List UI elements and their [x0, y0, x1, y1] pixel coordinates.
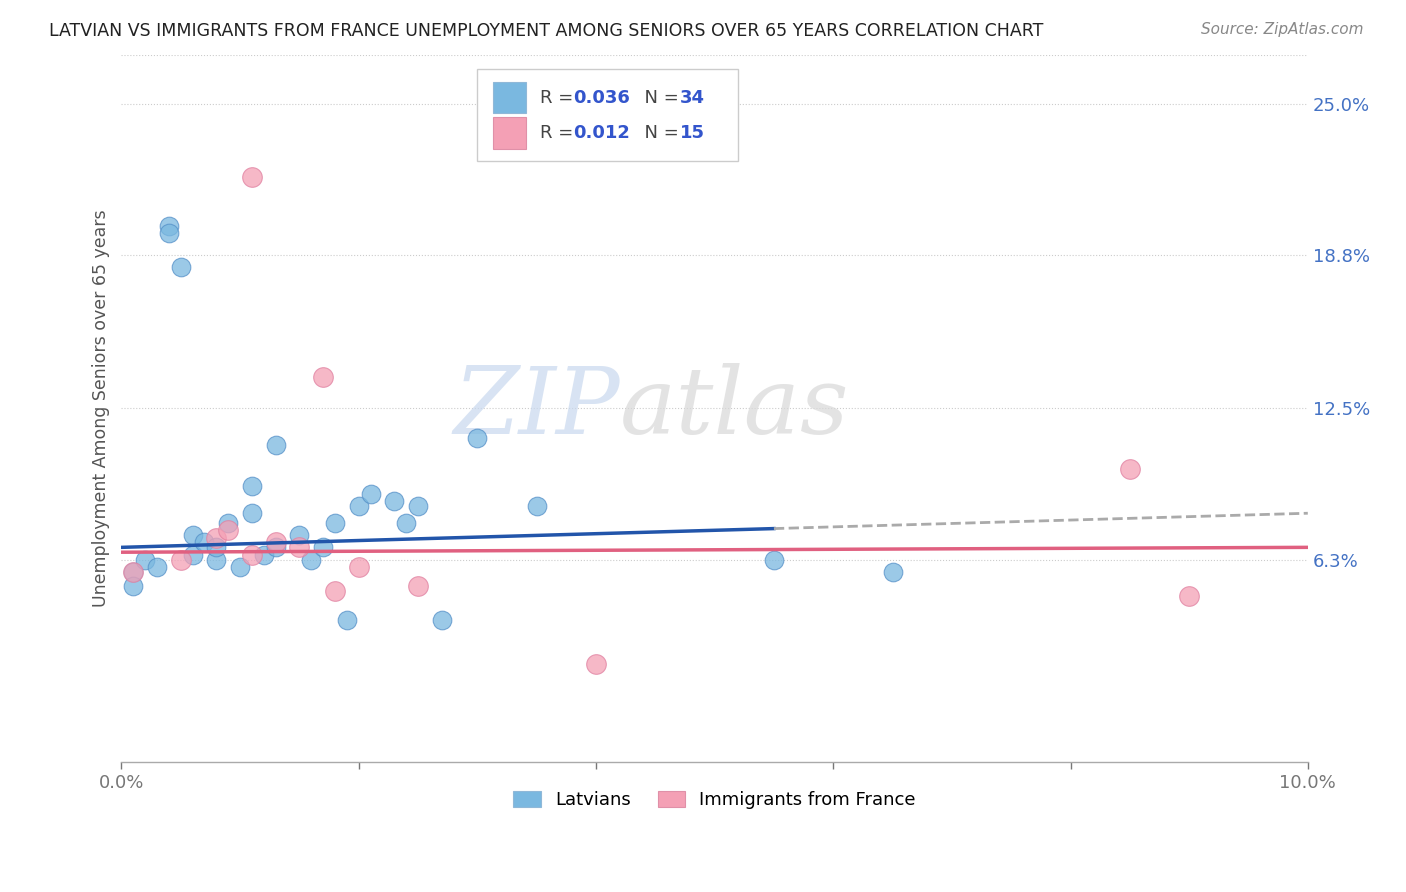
Point	[193, 535, 215, 549]
Point	[360, 487, 382, 501]
FancyBboxPatch shape	[492, 117, 526, 149]
FancyBboxPatch shape	[478, 70, 738, 161]
Point	[323, 516, 346, 530]
Point	[217, 516, 239, 530]
Point	[882, 565, 904, 579]
Point	[406, 499, 429, 513]
Point	[170, 552, 193, 566]
Point	[323, 584, 346, 599]
Point	[157, 226, 180, 240]
Point	[430, 614, 453, 628]
Point	[312, 541, 335, 555]
Point	[122, 565, 145, 579]
Point	[253, 548, 276, 562]
Point	[205, 541, 228, 555]
Point	[347, 559, 370, 574]
Point	[1178, 589, 1201, 603]
Point	[264, 535, 287, 549]
Text: N =: N =	[633, 88, 685, 106]
Text: 0.012: 0.012	[574, 124, 630, 142]
Point	[240, 169, 263, 184]
Y-axis label: Unemployment Among Seniors over 65 years: Unemployment Among Seniors over 65 years	[93, 210, 110, 607]
Point	[762, 552, 785, 566]
Point	[205, 531, 228, 545]
Point	[217, 523, 239, 537]
Point	[312, 369, 335, 384]
Point	[336, 614, 359, 628]
Text: N =: N =	[633, 124, 685, 142]
Point	[395, 516, 418, 530]
Point	[146, 559, 169, 574]
Point	[1119, 462, 1142, 476]
Text: LATVIAN VS IMMIGRANTS FROM FRANCE UNEMPLOYMENT AMONG SENIORS OVER 65 YEARS CORRE: LATVIAN VS IMMIGRANTS FROM FRANCE UNEMPL…	[49, 22, 1043, 40]
FancyBboxPatch shape	[492, 82, 526, 113]
Point	[264, 541, 287, 555]
Point	[181, 528, 204, 542]
Point	[288, 528, 311, 542]
Point	[157, 219, 180, 233]
Point	[240, 479, 263, 493]
Point	[122, 579, 145, 593]
Point	[526, 499, 548, 513]
Point	[288, 541, 311, 555]
Point	[170, 260, 193, 274]
Point	[467, 431, 489, 445]
Point	[181, 548, 204, 562]
Text: 34: 34	[681, 88, 706, 106]
Point	[299, 552, 322, 566]
Point	[382, 494, 405, 508]
Text: Source: ZipAtlas.com: Source: ZipAtlas.com	[1201, 22, 1364, 37]
Text: R =: R =	[540, 88, 579, 106]
Text: ZIP: ZIP	[453, 363, 620, 453]
Text: atlas: atlas	[620, 363, 849, 453]
Point	[264, 438, 287, 452]
Legend: Latvians, Immigrants from France: Latvians, Immigrants from France	[506, 784, 922, 816]
Point	[229, 559, 252, 574]
Point	[585, 657, 607, 672]
Point	[240, 506, 263, 520]
Text: 0.036: 0.036	[574, 88, 630, 106]
Point	[134, 552, 156, 566]
Point	[406, 579, 429, 593]
Point	[240, 548, 263, 562]
Text: R =: R =	[540, 124, 579, 142]
Point	[205, 552, 228, 566]
Text: 15: 15	[681, 124, 706, 142]
Point	[347, 499, 370, 513]
Point	[122, 565, 145, 579]
